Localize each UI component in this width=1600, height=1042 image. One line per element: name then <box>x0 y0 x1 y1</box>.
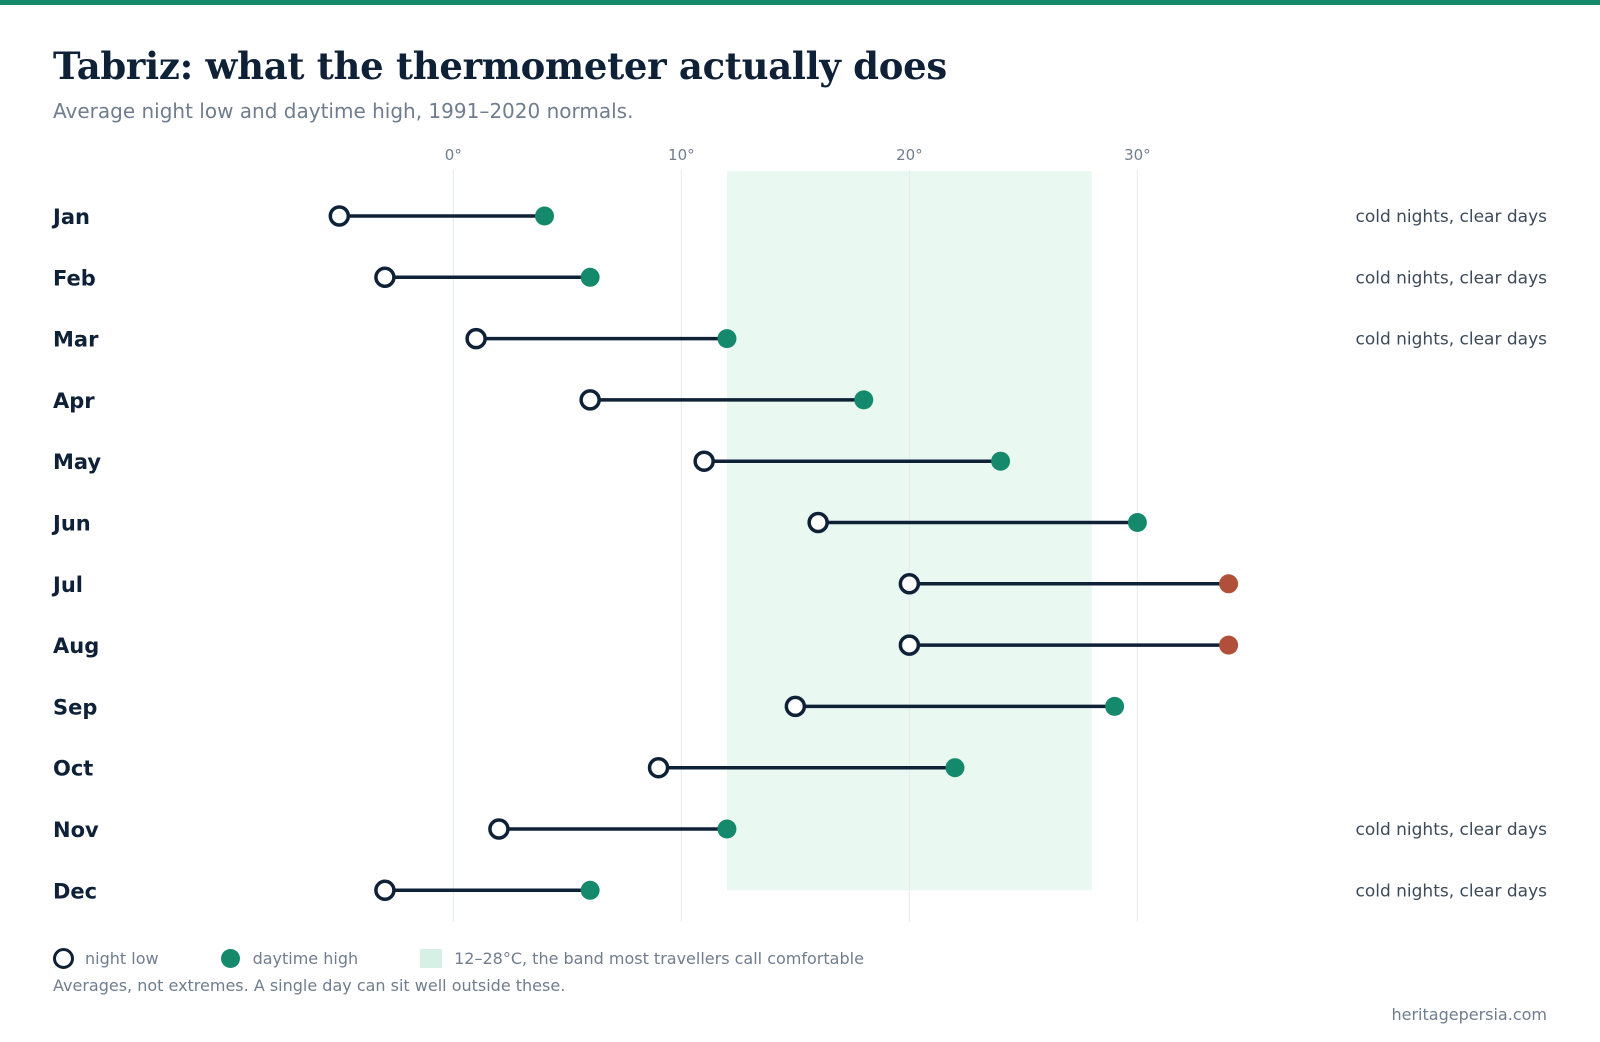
month-label: May <box>53 450 101 474</box>
night-low-point <box>374 879 396 902</box>
chart-title: Tabriz: what the thermometer actually do… <box>53 44 947 88</box>
dumbbell-chart: 0° 10° 20° 30° Jan cold nights, clear days Feb… <box>51 146 1547 922</box>
legend-high-label: daytime high <box>252 948 359 968</box>
legend: night low daytime high 12–28°C, the band… <box>53 946 926 970</box>
night-low-point <box>693 450 715 472</box>
night-low-point <box>579 389 601 411</box>
night-low-point <box>898 634 921 656</box>
night-low-point <box>328 205 351 227</box>
x-tick-label: 20° <box>896 146 923 164</box>
comfort-band-swatch <box>420 948 443 968</box>
month-annotation: cold nights, clear days <box>1355 330 1547 350</box>
night-low-point <box>807 511 829 534</box>
month-label: Dec <box>53 879 97 903</box>
daytime-high-point <box>717 819 737 839</box>
month-label: Jun <box>51 512 91 536</box>
daytime-high-swatch <box>220 948 240 968</box>
month-label: Oct <box>53 757 93 781</box>
month-annotation: cold nights, clear days <box>1355 268 1547 288</box>
month-label: Jul <box>51 573 83 597</box>
month-annotation: cold nights, clear days <box>1355 207 1547 227</box>
month-annotation: cold nights, clear days <box>1355 881 1547 901</box>
daytime-high-point <box>991 451 1011 471</box>
daytime-high-point <box>1219 574 1239 594</box>
x-tick-label: 30° <box>1124 146 1151 164</box>
source-credit: heritagepersia.com <box>1391 1005 1547 1024</box>
month-label: Nov <box>53 818 99 842</box>
daytime-high-point <box>1127 513 1147 532</box>
legend-item-band: 12–28°C, the band most travellers call c… <box>420 948 864 968</box>
month-label: Jan <box>51 205 90 229</box>
legend-item-high: daytime high <box>220 948 359 968</box>
month-label: Aug <box>53 634 99 658</box>
x-tick-label: 10° <box>668 146 695 164</box>
daytime-high-point <box>717 329 737 349</box>
legend-low-label: night low <box>85 948 159 968</box>
x-tick-label: 0° <box>445 146 462 164</box>
night-low-point <box>488 818 510 840</box>
chart-subtitle: Average night low and daytime high, 1991… <box>53 99 634 123</box>
month-annotation: cold nights, clear days <box>1355 820 1547 840</box>
daytime-high-point <box>1105 696 1125 716</box>
top-accent-bar <box>0 0 1600 5</box>
night-low-point <box>374 266 396 289</box>
daytime-high-point <box>535 206 555 226</box>
night-low-point <box>465 327 487 350</box>
month-label: Apr <box>53 389 95 413</box>
night-low-point <box>898 573 921 595</box>
legend-band-label: 12–28°C, the band most travellers call c… <box>454 948 864 968</box>
legend-item-low: night low <box>53 947 159 969</box>
daytime-high-point <box>854 390 874 410</box>
month-label: Feb <box>53 266 96 290</box>
daytime-high-point <box>580 880 600 900</box>
daytime-high-point <box>580 267 600 287</box>
night-low-swatch <box>53 947 74 969</box>
night-low-point <box>784 695 807 718</box>
daytime-high-point <box>1219 635 1239 655</box>
daytime-high-point <box>945 758 965 778</box>
night-low-point <box>647 756 670 779</box>
month-label: Sep <box>53 695 97 719</box>
footnote: Averages, not extremes. A single day can… <box>53 976 566 995</box>
month-label: Mar <box>53 328 99 352</box>
